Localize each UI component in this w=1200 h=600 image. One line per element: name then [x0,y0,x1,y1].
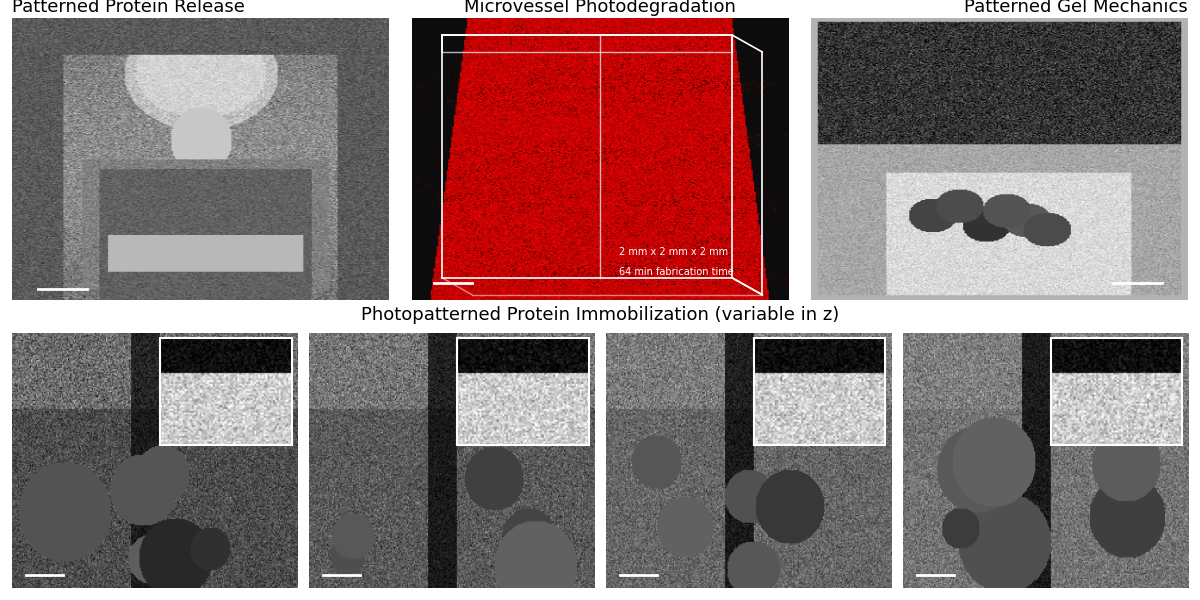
Text: Patterned Gel Mechanics: Patterned Gel Mechanics [965,0,1188,16]
Text: Patterned Protein Release: Patterned Protein Release [12,0,245,16]
Text: 2 mm x 2 mm x 2 mm: 2 mm x 2 mm x 2 mm [619,247,728,257]
Title: Microvessel Photodegradation: Microvessel Photodegradation [464,0,736,16]
Text: 64 min fabrication time: 64 min fabrication time [619,267,733,277]
Text: Photopatterned Protein Immobilization (variable in z): Photopatterned Protein Immobilization (v… [361,305,839,323]
